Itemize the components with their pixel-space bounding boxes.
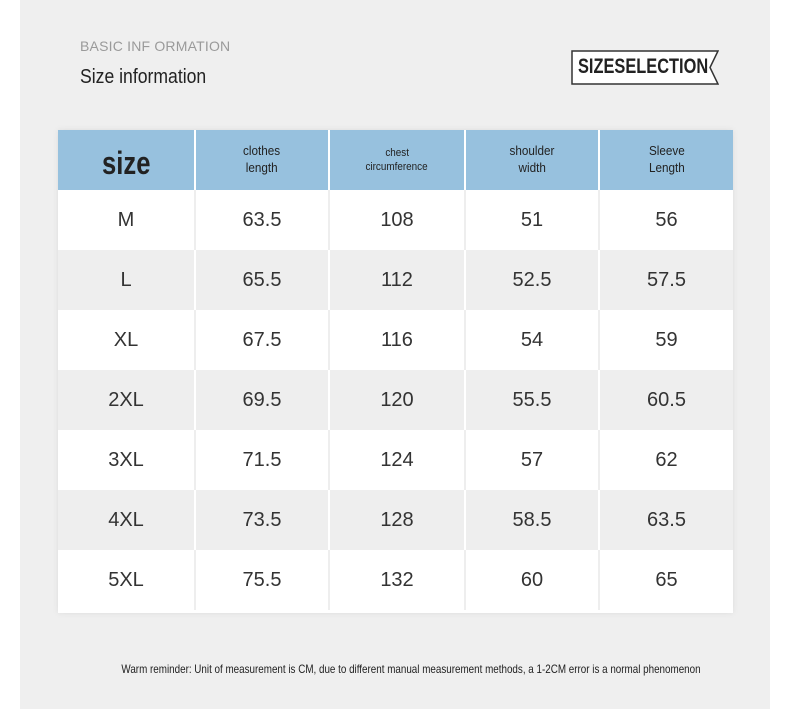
table-cell: 128 [328,490,464,550]
table-cell: M [58,190,194,250]
table-cell: 73.5 [194,490,328,550]
header-label: Length [648,160,685,175]
table-cell: 60.5 [598,370,733,430]
badge-text: SIZESELECTION [578,55,709,78]
table-cell: 51 [464,190,598,250]
table-cell: 75.5 [194,550,328,610]
table-cell: 58.5 [464,490,598,550]
header-cell: chest circumference [328,130,464,190]
table-cell: 56 [598,190,733,250]
table-cell: L [58,250,194,310]
table-cell: 69.5 [194,370,328,430]
header-cell: Sleeve Length [598,130,733,190]
header-label: shoulder [509,143,555,159]
footnote: Warm reminder: Unit of measurement is CM… [121,662,701,676]
table-cell: 63.5 [194,190,328,250]
table-cell: 63.5 [598,490,733,550]
size-table: size clothes length chest circumference shoul… [58,130,733,613]
table-cell: 65 [598,550,733,610]
table-cell: 54 [464,310,598,370]
header-cell: shoulder width [464,130,598,190]
table-cell: 4XL [58,490,194,550]
table-cell: 57.5 [598,250,733,310]
header-label: chest [385,146,409,159]
header-label: clothes [243,143,281,159]
table-cell: 71.5 [194,430,328,490]
header-label: Sleeve [648,143,685,159]
table-cell: 57 [464,430,598,490]
title: Size information [80,66,207,88]
table-cell: 3XL [58,430,194,490]
table-cell: 5XL [58,550,194,610]
table-cell: 67.5 [194,310,328,370]
table-cell: 108 [328,190,464,250]
table-cell: 62 [598,430,733,490]
table-cell: 52.5 [464,250,598,310]
header-label: size [101,145,151,182]
table-cell: 132 [328,550,464,610]
badge-outline [571,50,719,85]
table-cell: 60 [464,550,598,610]
table-cell: 65.5 [194,250,328,310]
header-label: length [246,160,278,175]
table-cell: 59 [598,310,733,370]
badge-frame [571,50,719,85]
table-cell: 2XL [58,370,194,430]
table-cell: 124 [328,430,464,490]
table-cell: XL [58,310,194,370]
header-label: width [518,160,546,175]
table-cell: 112 [328,250,464,310]
table-cell: 120 [328,370,464,430]
header-cell: size [58,130,194,190]
header-cell: clothes length [194,130,328,190]
kicker: BASIC INF ORMATION [80,38,231,54]
table-cell: 116 [328,310,464,370]
table-cell: 55.5 [464,370,598,430]
header-label: circumference [365,161,429,173]
